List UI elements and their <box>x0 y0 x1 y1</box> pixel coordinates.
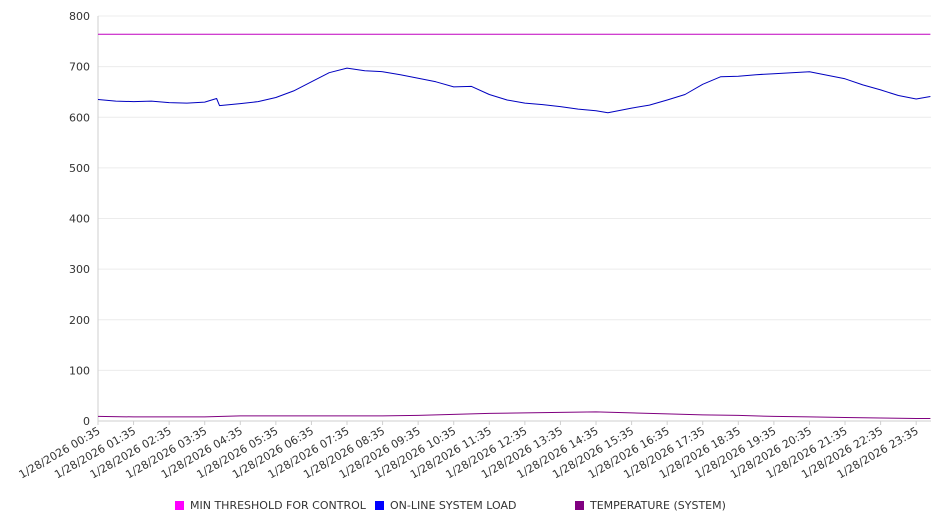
y-tick-label-800: 800 <box>69 10 90 23</box>
legend: MIN THRESHOLD FOR CONTROL ON-LINE SYSTEM… <box>0 496 946 516</box>
y-tick-labels: 0 100 200 300 400 500 600 700 800 <box>69 10 90 428</box>
series-line-temperature <box>97 411 931 419</box>
gridlines <box>98 15 931 371</box>
legend-swatch-system-load <box>375 501 384 510</box>
legend-swatch-temperature <box>575 501 584 510</box>
legend-label-min-threshold: MIN THRESHOLD FOR CONTROL <box>190 499 366 512</box>
x-tick-labels: 1/28/2026 00:351/28/2026 01:351/28/2026 … <box>17 421 921 481</box>
legend-item-temperature[interactable]: TEMPERATURE (SYSTEM) <box>575 499 726 512</box>
y-tick-label-100: 100 <box>69 364 90 377</box>
y-tick-label-300: 300 <box>69 263 90 276</box>
y-tick-label-500: 500 <box>69 162 90 175</box>
y-tick-label-400: 400 <box>69 213 90 226</box>
legend-label-system-load: ON-LINE SYSTEM LOAD <box>390 499 517 512</box>
y-tick-label-700: 700 <box>69 61 90 74</box>
y-tick-label-200: 200 <box>69 314 90 327</box>
y-tick-label-0: 0 <box>83 415 90 428</box>
legend-label-temperature: TEMPERATURE (SYSTEM) <box>590 499 726 512</box>
legend-item-system-load[interactable]: ON-LINE SYSTEM LOAD <box>375 499 516 512</box>
y-tick-label-600: 600 <box>69 111 90 124</box>
series-lines <box>97 33 931 419</box>
legend-swatch-min-threshold <box>175 501 184 510</box>
legend-item-min-threshold[interactable]: MIN THRESHOLD FOR CONTROL <box>175 499 366 512</box>
series-line-system-load <box>97 67 931 114</box>
